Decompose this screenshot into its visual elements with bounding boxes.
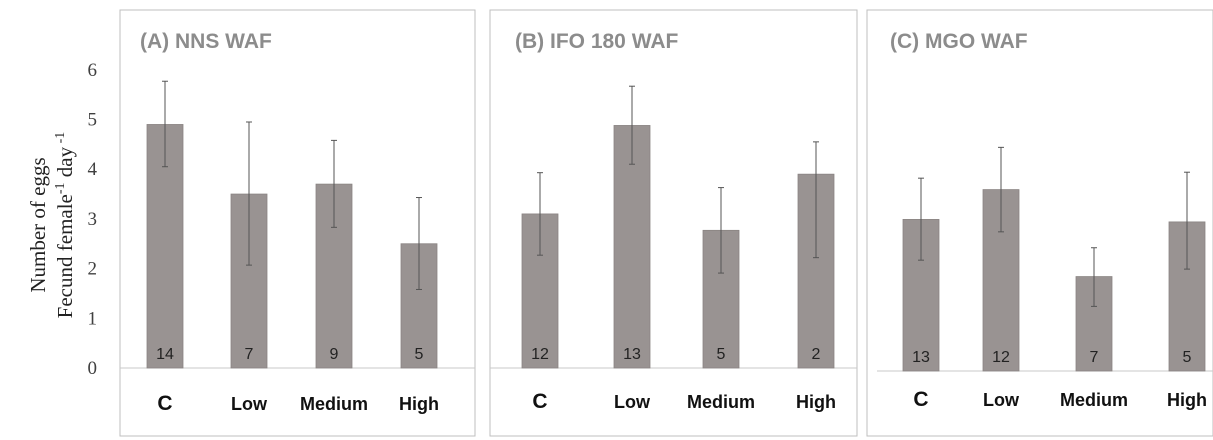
y-tick-label: 4 [88, 159, 98, 180]
y-tick-label: 5 [88, 110, 98, 131]
panel-a-title: (A) NNS WAF [140, 30, 272, 53]
category-label: Medium [1060, 390, 1128, 410]
sample-size-label: 12 [992, 349, 1010, 366]
sample-size-label: 7 [1090, 349, 1099, 366]
bar [613, 125, 651, 369]
y-axis-title-line1: Number of eggs [26, 157, 50, 292]
category-label: Medium [687, 392, 755, 412]
sample-size-label: 12 [531, 346, 549, 363]
category-label: Low [231, 394, 268, 414]
y-tick-label: 2 [88, 259, 98, 280]
panel-a: (A) NNS WAF 14 C 7 Low 9 Medium 5 High [119, 9, 476, 437]
category-label: High [796, 392, 836, 412]
category-label: Low [614, 392, 651, 412]
sample-size-label: 5 [415, 346, 424, 363]
category-label: C [157, 392, 172, 415]
panel-c-bars: 13 C 12 Low 7 Medium 5 High [902, 146, 1207, 411]
category-label: C [913, 388, 928, 411]
y-tick-label: 3 [88, 209, 98, 230]
panel-c-title: (C) MGO WAF [890, 30, 1028, 53]
category-label: Medium [300, 394, 368, 414]
panel-a-bars: 14 C 7 Low 9 Medium 5 High [146, 80, 439, 415]
sample-size-label: 14 [156, 346, 174, 363]
sample-size-label: 9 [330, 346, 339, 363]
y-axis-tick-labels: 0 1 2 3 4 5 6 [88, 60, 98, 379]
sample-size-label: 13 [912, 349, 930, 366]
sample-size-label: 5 [717, 346, 726, 363]
y-axis-title-line2: Fecund female-1 day -1 [53, 132, 77, 319]
panel-a-frame [119, 9, 476, 437]
panel-b-bars: 12 C 13 Low 5 Medium 2 High [521, 85, 836, 413]
panel-b-title: (B) IFO 180 WAF [515, 30, 679, 53]
sample-size-label: 7 [245, 346, 254, 363]
panel-c-frame [866, 9, 1213, 437]
category-label: Low [983, 390, 1020, 410]
panel-b: (B) IFO 180 WAF 12 C 13 Low 5 Medium 2 High [489, 9, 858, 437]
sample-size-label: 2 [812, 346, 821, 363]
sample-size-label: 5 [1183, 349, 1192, 366]
category-label: High [399, 394, 439, 414]
sample-size-label: 13 [623, 346, 641, 363]
y-tick-label: 6 [88, 60, 98, 81]
panel-c: (C) MGO WAF 13 C 12 Low 7 Medium 5 High [866, 9, 1213, 437]
panel-b-frame [489, 9, 858, 437]
category-label: High [1167, 390, 1207, 410]
y-tick-label: 0 [88, 358, 98, 379]
y-tick-label: 1 [88, 308, 98, 329]
category-label: C [532, 390, 547, 413]
